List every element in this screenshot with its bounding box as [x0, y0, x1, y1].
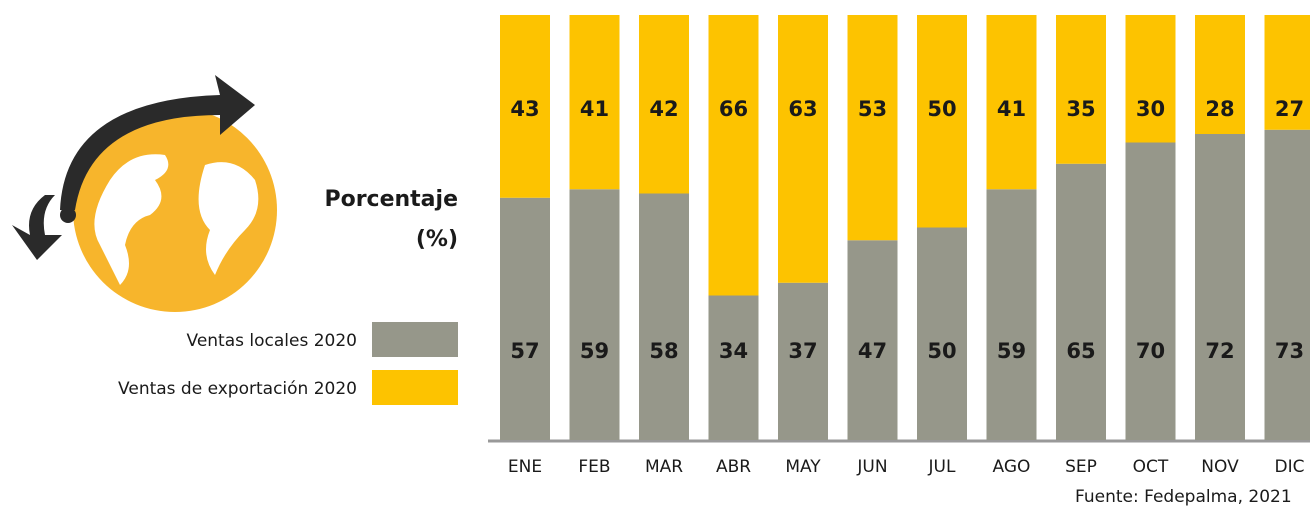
- legend-swatch: [372, 370, 458, 405]
- dot: [60, 207, 76, 223]
- x-tick-label: DIC: [1275, 457, 1305, 477]
- bar-segment: [778, 282, 828, 440]
- continent: [94, 154, 169, 285]
- source: Fuente: Fedepalma, 2021: [1075, 487, 1292, 507]
- x-tick-label: MAY: [785, 457, 821, 477]
- legend-label: Ventas de exportación 2020: [118, 379, 357, 399]
- value-label: 70: [1136, 339, 1165, 363]
- bar-segment: [500, 197, 550, 440]
- bar-segment: [708, 15, 759, 296]
- bar-segment: [986, 189, 1037, 440]
- value-label: 53: [858, 97, 887, 121]
- bar-segment: [847, 240, 898, 440]
- bar-segment: [639, 193, 689, 440]
- x-tick-label: ENE: [508, 457, 542, 477]
- bar-segment: [708, 295, 759, 440]
- value-label: 65: [1066, 339, 1095, 363]
- value-label: 63: [788, 97, 817, 121]
- continent: [198, 162, 259, 275]
- value-label: 73: [1275, 339, 1304, 363]
- value-label: 66: [719, 97, 748, 121]
- x-tick-label: FEB: [578, 457, 610, 477]
- value-label: 43: [510, 97, 539, 121]
- bar-segment: [1195, 15, 1245, 134]
- value-label: 59: [997, 339, 1026, 363]
- value-label: 34: [719, 339, 748, 363]
- x-tick-label: SEP: [1065, 457, 1097, 477]
- x-tick-label: MAR: [645, 457, 683, 477]
- bar-segment: [569, 15, 620, 190]
- bar-segment: [1056, 163, 1106, 440]
- value-label: 50: [927, 97, 956, 121]
- value-label: 42: [649, 97, 678, 121]
- bar-segment: [917, 15, 967, 228]
- bar-segment: [778, 15, 828, 283]
- globe-icon: [12, 75, 277, 312]
- bar-segment: [500, 15, 550, 198]
- bar-segment: [1125, 142, 1176, 440]
- value-label: 37: [788, 339, 817, 363]
- value-label: 28: [1205, 97, 1234, 121]
- y-axis-label: Porcentaje (%): [324, 187, 458, 252]
- value-label: 27: [1275, 97, 1304, 121]
- value-label: 41: [580, 97, 609, 121]
- value-label: 58: [649, 339, 678, 363]
- bar-segment: [1264, 15, 1310, 130]
- value-label: 57: [510, 339, 539, 363]
- bar-segment: [986, 15, 1037, 190]
- legend-swatch: [372, 322, 458, 357]
- x-tick-label: AGO: [993, 457, 1031, 477]
- bar-segment: [1195, 134, 1245, 440]
- bar-segment: [1125, 15, 1176, 143]
- value-label: 50: [927, 339, 956, 363]
- bar-segment: [1056, 15, 1106, 164]
- bar-segment: [847, 15, 898, 241]
- arrow: [60, 75, 255, 210]
- x-tick-label: JUL: [928, 457, 956, 477]
- x-tick-label: JUN: [856, 457, 887, 477]
- value-label: 41: [997, 97, 1026, 121]
- value-label: 30: [1136, 97, 1165, 121]
- value-label: 47: [858, 339, 887, 363]
- value-label: 72: [1205, 339, 1234, 363]
- bar-segment: [569, 189, 620, 440]
- x-tick-label: ABR: [716, 457, 751, 477]
- x-tick-label: OCT: [1133, 457, 1169, 477]
- x-tick-label: NOV: [1201, 457, 1239, 477]
- legend-label: Ventas locales 2020: [187, 331, 357, 351]
- value-label: 59: [580, 339, 609, 363]
- bar-segment: [1264, 129, 1310, 440]
- bar-segment: [917, 227, 967, 440]
- value-label: 35: [1066, 97, 1095, 121]
- arrow: [12, 195, 62, 260]
- bar-segment: [639, 15, 689, 194]
